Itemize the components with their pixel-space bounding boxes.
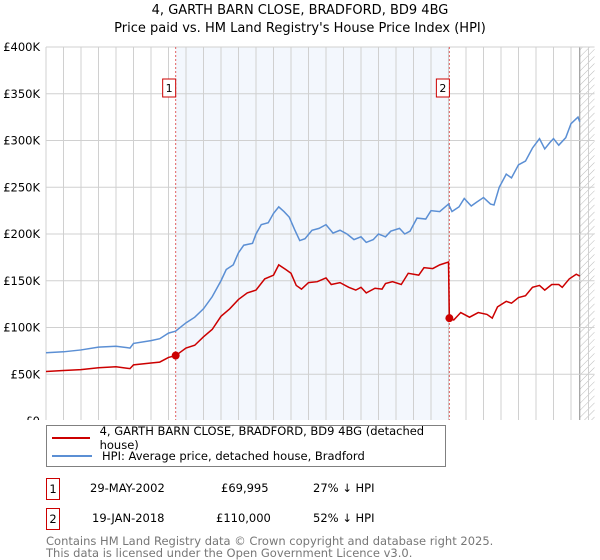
y-tick-label: £200K [3,227,40,241]
sale-point [445,314,454,323]
legend: 4, GARTH BARN CLOSE, BRADFORD, BD9 4BG (… [46,424,446,467]
annotation-box [435,78,450,98]
y-tick-label: £300K [3,134,40,148]
transaction-price: £110,000 [216,511,271,525]
y-tick-label: £150K [3,274,40,288]
price-chart: 1995199619971998199920002001200220032004… [3,40,595,420]
transaction-date: 29-MAY-2002 [90,481,165,495]
annotation-label: 1 [166,82,173,95]
y-tick-label: £50K [11,367,41,381]
annotation-box [162,78,177,98]
transaction-hpi: 27% ↓ HPI [313,481,375,495]
legend-swatch-blue [52,455,92,457]
y-tick-label: £250K [3,180,40,194]
y-tick-label: £100K [3,321,40,335]
y-tick-label: £400K [3,40,40,54]
legend-label: 4, GARTH BARN CLOSE, BRADFORD, BD9 4BG (… [99,424,425,452]
annotation-label: 2 [439,82,446,95]
legend-swatch-red [52,437,90,439]
transaction-hpi: 52% ↓ HPI [313,511,375,525]
footer-line: Contains HM Land Registry data © Crown c… [46,534,494,548]
transaction-price: £69,995 [221,481,269,495]
footer-line: This data is licensed under the Open Gov… [46,546,413,560]
transaction-marker: 1 [46,478,60,500]
legend-item-hpi: HPI: Average price, detached house, Brad… [52,448,365,464]
legend-item-property: 4, GARTH BARN CLOSE, BRADFORD, BD9 4BG (… [52,424,445,452]
y-tick-label: £350K [3,87,40,101]
sale-point [171,351,180,360]
chart-subtitle: Price paid vs. HM Land Registry's House … [114,21,486,36]
transaction-marker: 2 [46,508,60,530]
series-line [45,261,581,373]
y-tick-label: £0 [25,414,40,420]
footer: Contains HM Land Registry data © Crown c… [46,535,493,559]
chart-title: 4, GARTH BARN CLOSE, BRADFORD, BD9 4BG [151,3,449,18]
transaction-date: 19-JAN-2018 [92,511,165,525]
series-line [45,115,581,354]
legend-label: HPI: Average price, detached house, Brad… [102,449,365,463]
